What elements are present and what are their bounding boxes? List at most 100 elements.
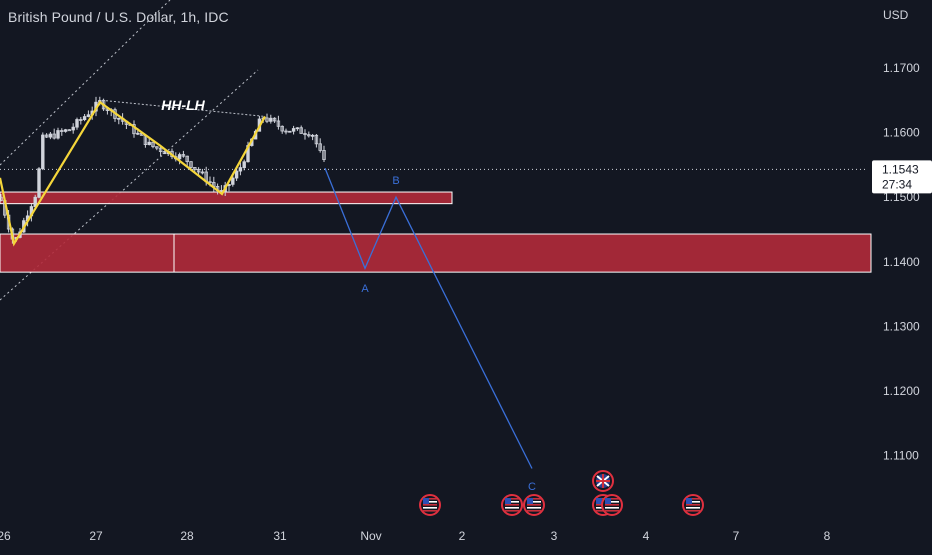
candle (280, 125, 284, 134)
projection-line (324, 167, 533, 469)
time-axis-bg (0, 522, 872, 550)
candle-body (291, 128, 296, 132)
candle (269, 114, 273, 124)
flag-stripe (686, 501, 700, 503)
candle-body (44, 134, 49, 138)
candle-body (158, 147, 163, 152)
flag-canton (686, 498, 692, 504)
candle (288, 130, 292, 133)
flag-stripe (505, 510, 519, 512)
flag-stripe (423, 504, 437, 506)
economic-events[interactable] (419, 470, 704, 516)
hh-lh-connector (101, 99, 266, 117)
candle-body (56, 130, 60, 139)
time-tick-label: Nov (360, 529, 381, 543)
flag-stripe (527, 504, 541, 506)
flag-stripe (686, 504, 700, 506)
candle (307, 131, 311, 138)
candle-body (82, 116, 87, 121)
flag-stripe (505, 504, 519, 506)
candle (60, 128, 64, 136)
flag-stripe (527, 507, 541, 509)
time-tick-label: 3 (551, 529, 558, 543)
candle-body (310, 134, 315, 137)
time-tick-label: 2 (459, 529, 466, 543)
candle-body (303, 133, 307, 136)
candle-body (234, 170, 239, 179)
candles (0, 96, 326, 244)
candle (314, 133, 319, 148)
candle (322, 145, 326, 162)
symbol-title[interactable]: British Pound / U.S. Dollar, 1h, IDC (8, 9, 229, 25)
candle (181, 150, 186, 158)
candle-body (33, 196, 37, 207)
candle-body (269, 117, 273, 122)
price-axis[interactable]: 1.1700 1.1600 1.1500 1.1400 1.1300 1.1200 1.11… (872, 0, 932, 550)
candle (158, 146, 163, 157)
supply-zone-lower (0, 233, 872, 273)
candle (132, 120, 136, 138)
candle-body (276, 120, 281, 127)
candle (82, 113, 87, 122)
candle-body (71, 126, 75, 131)
candle-body (295, 127, 300, 130)
flag-stripe (605, 507, 619, 509)
price-tick-label: 1.1400 (883, 255, 920, 269)
candle (75, 117, 79, 130)
candle-body (67, 129, 72, 132)
time-axis[interactable]: 26 27 28 31 Nov 2 3 4 7 8 (0, 522, 872, 550)
candle-body (231, 177, 235, 185)
candle (177, 152, 182, 165)
candle-body (288, 130, 292, 133)
price-tick-label: 1.1600 (883, 126, 920, 140)
price-tag-box (872, 160, 932, 194)
candle (155, 146, 159, 151)
candle-body (318, 143, 322, 151)
flag-stripe (423, 498, 437, 500)
flag-stripe (686, 507, 700, 509)
flag-stripe (527, 498, 541, 500)
candle (67, 129, 72, 132)
hh-lh-label: HH-LH (161, 97, 205, 113)
candle (79, 116, 83, 125)
candle-body (41, 134, 45, 170)
flag-canton (596, 498, 602, 504)
candle-body (185, 155, 189, 163)
candle (291, 125, 296, 135)
flag-stripe (505, 498, 519, 500)
price-tick-label: 1.1500 (883, 190, 920, 204)
price-tick-label: 1.1300 (883, 319, 920, 333)
event-flag-us-icon[interactable] (523, 494, 545, 516)
flag-canton (423, 498, 429, 504)
flag-stripe (686, 510, 700, 512)
candle (318, 138, 322, 153)
event-flag-us-icon[interactable] (601, 494, 623, 516)
candle-body (132, 124, 136, 135)
event-flag-us-icon[interactable] (501, 494, 523, 516)
candle-body (52, 133, 56, 139)
event-flag-us-icon[interactable] (419, 494, 441, 516)
candle (117, 117, 121, 125)
candle-body (136, 132, 140, 135)
candle-body (280, 125, 284, 132)
candle (284, 128, 288, 135)
supply-zones (0, 191, 872, 273)
candle-body (177, 154, 182, 160)
candle (303, 129, 307, 140)
time-tick-label: 8 (824, 529, 831, 543)
candle (295, 127, 300, 131)
candle (200, 168, 205, 175)
event-flag-gb-icon[interactable] (592, 470, 614, 492)
candle-body (193, 167, 197, 170)
candle (143, 134, 148, 148)
wave-label-a: A (361, 283, 369, 295)
candle-body (189, 161, 193, 168)
candle (196, 167, 201, 176)
flag-stripe (605, 498, 619, 500)
candle-body (155, 146, 159, 149)
event-flag-us-icon[interactable] (682, 494, 704, 516)
candle-body (299, 127, 303, 134)
